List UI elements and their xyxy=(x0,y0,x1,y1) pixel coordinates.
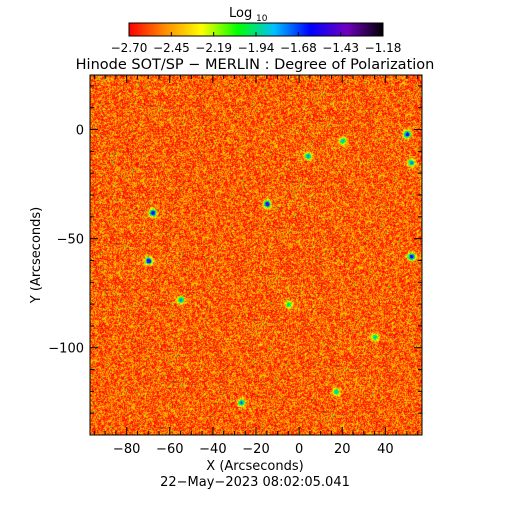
y-axis-label: Y (Arcseconds) xyxy=(29,207,44,304)
colorbar-tick-label: −1.94 xyxy=(238,41,275,55)
x-tick-label: −40 xyxy=(199,442,226,457)
colorbar-tick-label: −2.70 xyxy=(111,41,148,55)
colorbar-label-subscript: 10 xyxy=(256,14,268,24)
colorbar-tick-label: −2.45 xyxy=(153,41,190,55)
chart-title: Hinode SOT/SP − MERLIN : Degree of Polar… xyxy=(76,57,435,73)
y-tick-label: 0 xyxy=(76,124,84,139)
colorbar-tick-label: −1.68 xyxy=(280,41,317,55)
colorbar-ticks: −2.70 −2.45 −2.19 −1.94 −1.68 −1.43 −1.18 xyxy=(111,32,402,55)
x-tick-label: 0 xyxy=(295,442,303,457)
colorbar-tick-label: −2.19 xyxy=(195,41,232,55)
colorbar-tick-label: −1.43 xyxy=(322,41,359,55)
x-tick-label: 20 xyxy=(334,442,351,457)
heatmap xyxy=(90,75,422,435)
colorbar-tick-label: −1.18 xyxy=(365,41,402,55)
x-tick-label: 40 xyxy=(377,442,394,457)
x-axis-label: X (Arcseconds) xyxy=(206,459,303,474)
x-tick-label: −60 xyxy=(156,442,183,457)
y-tick-label: −50 xyxy=(57,233,84,248)
axes: −80 −60 −40 −20 0 20 40 0 −50 −100 xyxy=(48,75,422,457)
heatmap-canvas xyxy=(90,75,422,435)
colorbar-label: Log xyxy=(229,6,252,21)
timestamp: 22−May−2023 08:02:05.041 xyxy=(160,475,350,490)
x-tick-label: −20 xyxy=(242,442,269,457)
y-tick-label: −100 xyxy=(48,342,84,357)
x-tick-label: −80 xyxy=(113,442,140,457)
